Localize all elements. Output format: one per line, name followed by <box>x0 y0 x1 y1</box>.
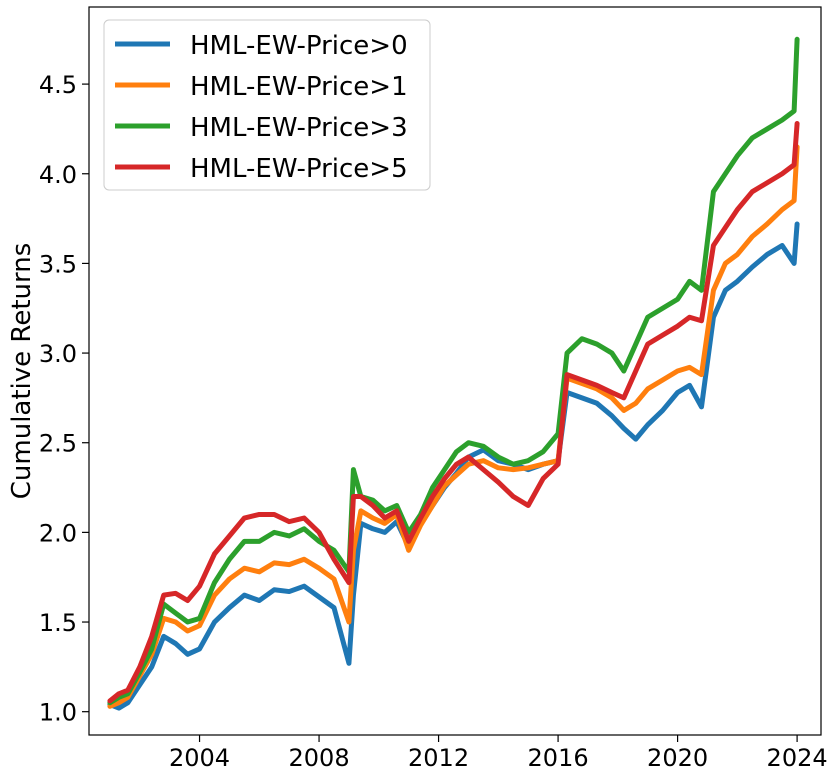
series-line-2 <box>107 144 800 709</box>
x-tick-label: 2020 <box>647 744 708 772</box>
legend-box <box>103 19 431 191</box>
y-tick-label: 4.0 <box>39 161 77 189</box>
legend-item: HML-EW-Price>1 <box>115 72 408 102</box>
legend-label: HML-EW-Price>0 <box>190 31 408 61</box>
y-tick-label: 1.0 <box>39 699 77 727</box>
y-axis-title: Cumulative Returns <box>7 243 37 499</box>
y-tick-label: 3.5 <box>39 250 77 278</box>
series-line-3 <box>107 36 800 706</box>
plot-frame <box>88 6 822 736</box>
x-axis: 2004 2008 2012 2016 2020 2024 <box>169 735 828 772</box>
x-tick-label: 2008 <box>289 744 350 772</box>
y-tick-label: 2.0 <box>39 519 77 547</box>
x-tick-label: 2012 <box>408 744 469 772</box>
x-tick-label: 2004 <box>169 744 230 772</box>
legend-item: HML-EW-Price>0 <box>115 31 408 61</box>
legend-label: HML-EW-Price>1 <box>190 72 408 102</box>
legend-item: HML-EW-Price>3 <box>115 113 408 143</box>
y-tick-label: 3.0 <box>39 340 77 368</box>
series-layer <box>107 36 800 711</box>
legend-item: HML-EW-Price>5 <box>115 154 408 184</box>
series-line-4 <box>107 121 800 704</box>
legend-label: HML-EW-Price>5 <box>190 154 408 184</box>
y-axis: 1.0 1.5 2.0 2.5 3.0 3.5 4.0 4.5 <box>39 71 89 727</box>
legend-label: HML-EW-Price>3 <box>190 113 408 143</box>
legend: HML-EW-Price>0 HML-EW-Price>1 HML-EW-Price… <box>103 19 431 191</box>
y-tick-label: 1.5 <box>39 609 77 637</box>
x-tick-label: 2016 <box>528 744 589 772</box>
y-tick-label: 4.5 <box>39 71 77 99</box>
y-tick-label: 2.5 <box>39 430 77 458</box>
x-tick-label: 2024 <box>767 744 828 772</box>
